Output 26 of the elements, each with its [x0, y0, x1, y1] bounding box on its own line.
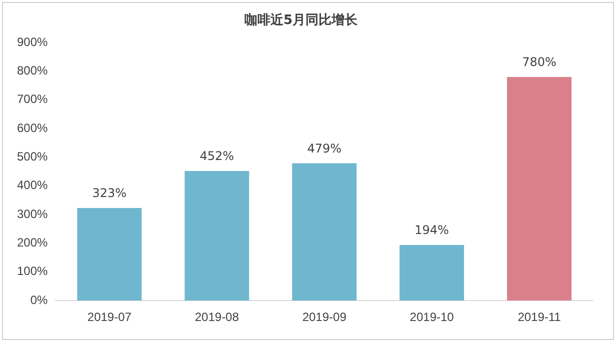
bar: [184, 171, 250, 301]
data-label: 323%: [92, 186, 127, 200]
x-tick-label: 2019-10: [410, 310, 454, 324]
x-tick-label: 2019-08: [194, 310, 240, 324]
y-tick-label: 200%: [16, 236, 48, 250]
bar: [77, 208, 142, 301]
y-tick-label: 0%: [30, 292, 48, 307]
chart-title: 咖啡近5月同比增长: [244, 12, 359, 28]
data-label: 479%: [307, 141, 342, 156]
y-tick-label: 900%: [16, 34, 48, 49]
x-tick-label: 2019-07: [87, 310, 132, 324]
bar: [292, 163, 357, 301]
x-tick-label: 2019-11: [518, 310, 562, 324]
y-tick-label: 500%: [16, 150, 48, 164]
x-tick-label: 2019-09: [302, 310, 347, 324]
y-tick-label: 300%: [16, 206, 48, 221]
bar: [400, 244, 464, 301]
data-label: 780%: [522, 55, 556, 70]
data-label: 452%: [200, 149, 234, 164]
y-tick-label: 600%: [16, 120, 48, 135]
y-tick-label: 800%: [16, 64, 48, 78]
bar: [507, 77, 572, 301]
y-tick-label: 400%: [16, 178, 48, 192]
y-tick-label: 100%: [16, 264, 48, 278]
data-label: 194%: [414, 223, 449, 238]
y-tick-label: 700%: [16, 92, 48, 106]
